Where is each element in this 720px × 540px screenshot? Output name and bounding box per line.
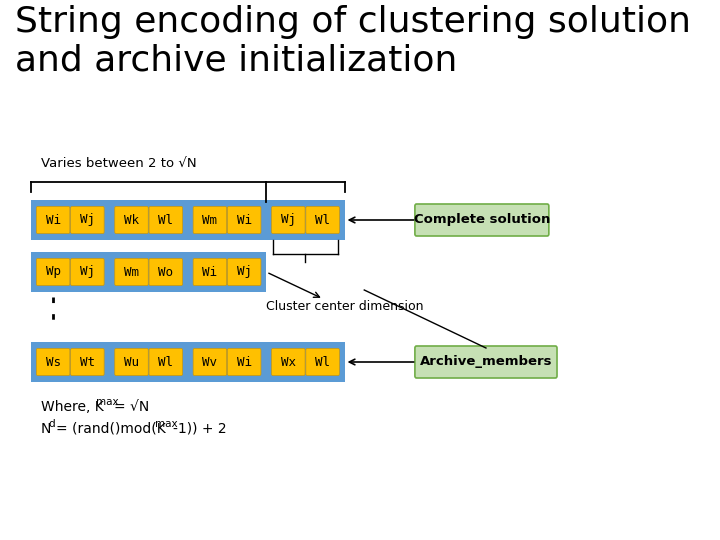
Text: Wp: Wp	[45, 266, 60, 279]
FancyBboxPatch shape	[415, 204, 549, 236]
Text: Wk: Wk	[124, 213, 139, 226]
FancyBboxPatch shape	[71, 206, 104, 233]
Text: Wl: Wl	[315, 355, 330, 368]
FancyBboxPatch shape	[271, 206, 305, 233]
FancyBboxPatch shape	[193, 348, 227, 375]
FancyBboxPatch shape	[228, 206, 261, 233]
Text: Wj: Wj	[80, 266, 95, 279]
FancyBboxPatch shape	[306, 206, 339, 233]
FancyBboxPatch shape	[149, 259, 183, 286]
Text: Wo: Wo	[158, 266, 174, 279]
FancyBboxPatch shape	[36, 259, 70, 286]
Text: Wu: Wu	[124, 355, 139, 368]
FancyBboxPatch shape	[228, 259, 261, 286]
Text: Cluster center dimension: Cluster center dimension	[266, 300, 424, 313]
Text: = (rand()mod(K: = (rand()mod(K	[55, 422, 166, 436]
Text: Wi: Wi	[45, 213, 60, 226]
Text: Ws: Ws	[45, 355, 60, 368]
Text: Wm: Wm	[124, 266, 139, 279]
Text: Wm: Wm	[202, 213, 217, 226]
FancyBboxPatch shape	[415, 346, 557, 378]
Text: Archive_members: Archive_members	[420, 355, 552, 368]
FancyBboxPatch shape	[114, 206, 148, 233]
Text: Wt: Wt	[80, 355, 95, 368]
Text: Wi: Wi	[202, 266, 217, 279]
FancyBboxPatch shape	[193, 259, 227, 286]
Text: Where, K: Where, K	[41, 400, 104, 414]
Text: Wl: Wl	[315, 213, 330, 226]
FancyBboxPatch shape	[36, 348, 70, 375]
Text: max: max	[96, 397, 119, 407]
FancyBboxPatch shape	[71, 348, 104, 375]
Text: Wj: Wj	[281, 213, 296, 226]
Text: max: max	[156, 419, 178, 429]
FancyBboxPatch shape	[271, 348, 305, 375]
FancyBboxPatch shape	[228, 348, 261, 375]
Text: String encoding of clustering solution
and archive initialization: String encoding of clustering solution a…	[14, 5, 690, 77]
Text: Wj: Wj	[237, 266, 252, 279]
FancyBboxPatch shape	[306, 348, 339, 375]
Text: Wj: Wj	[80, 213, 95, 226]
Text: Wv: Wv	[202, 355, 217, 368]
Text: d: d	[48, 419, 55, 429]
Bar	[31, 342, 345, 382]
Text: Wl: Wl	[158, 213, 174, 226]
Text: -1)) + 2: -1)) + 2	[173, 422, 227, 436]
Text: Wi: Wi	[237, 213, 252, 226]
FancyBboxPatch shape	[36, 206, 70, 233]
FancyBboxPatch shape	[149, 206, 183, 233]
Text: Wx: Wx	[281, 355, 296, 368]
Text: Wi: Wi	[237, 355, 252, 368]
Text: Wl: Wl	[158, 355, 174, 368]
Text: Complete solution: Complete solution	[414, 213, 550, 226]
Text: N: N	[41, 422, 51, 436]
FancyBboxPatch shape	[193, 206, 227, 233]
FancyBboxPatch shape	[71, 259, 104, 286]
FancyBboxPatch shape	[114, 348, 148, 375]
Text: Varies between 2 to √N: Varies between 2 to √N	[41, 157, 197, 170]
FancyBboxPatch shape	[149, 348, 183, 375]
Bar	[31, 252, 266, 292]
FancyBboxPatch shape	[114, 259, 148, 286]
Bar	[31, 200, 345, 240]
Text: = √N: = √N	[114, 400, 150, 414]
